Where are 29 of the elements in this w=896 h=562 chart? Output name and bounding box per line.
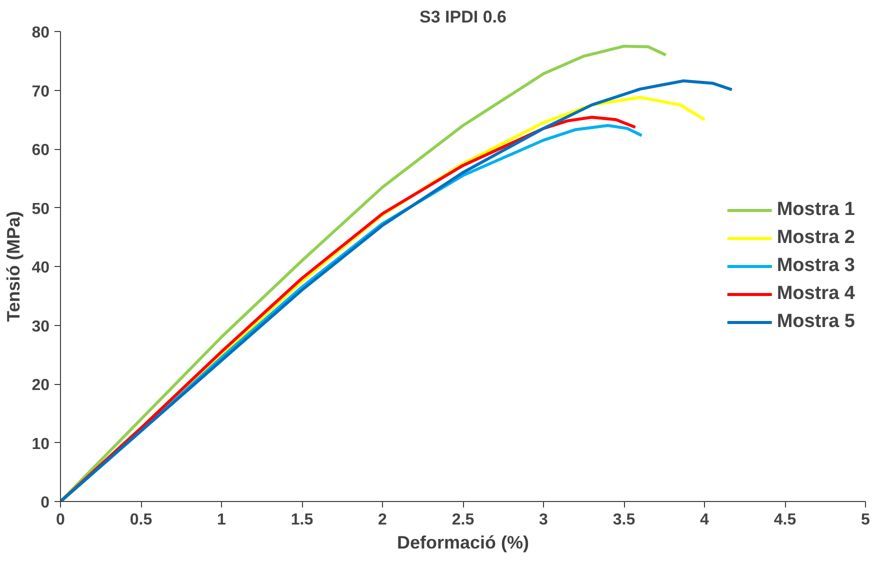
- x-tick-label: 1.5: [290, 512, 314, 528]
- legend-label: Mostra 3: [776, 255, 855, 277]
- y-tick-label: 0: [40, 494, 50, 512]
- y-tick-label: 40: [32, 260, 50, 276]
- x-tick-label: 4.5: [774, 512, 796, 528]
- legend-label: Mostra 4: [776, 283, 855, 305]
- x-tick-label: 0: [56, 512, 66, 528]
- y-tick-label: 10: [32, 436, 50, 453]
- legend-label: Mostra 1: [776, 199, 855, 221]
- x-tick-label: 2: [378, 512, 388, 528]
- x-tick-label: 4: [700, 512, 710, 528]
- y-tick-label: 30: [32, 318, 50, 336]
- x-tick-label: 2.5: [452, 512, 474, 528]
- x-tick-label: 1: [217, 512, 226, 528]
- chart-title: S3 IPDI 0.6: [420, 8, 506, 26]
- legend-label: Mostra 5: [776, 311, 855, 333]
- y-tick-label: 80: [32, 24, 50, 42]
- y-axis-title: Tensió (MPa): [4, 211, 24, 322]
- y-tick-label: 20: [32, 377, 50, 394]
- line-series: [60, 44, 668, 502]
- y-tick-label: 70: [32, 83, 50, 100]
- y-tick-label: 50: [32, 200, 50, 218]
- legend-label: Mostra 2: [776, 227, 855, 249]
- x-axis-title: Deformació (%): [396, 532, 530, 552]
- y-tick-label: 60: [32, 142, 50, 159]
- x-tick-label: 0.5: [130, 512, 152, 528]
- x-tick-label: 3: [539, 512, 548, 528]
- x-tick-label: 5: [861, 512, 870, 528]
- x-tick-label: 3.5: [612, 512, 636, 528]
